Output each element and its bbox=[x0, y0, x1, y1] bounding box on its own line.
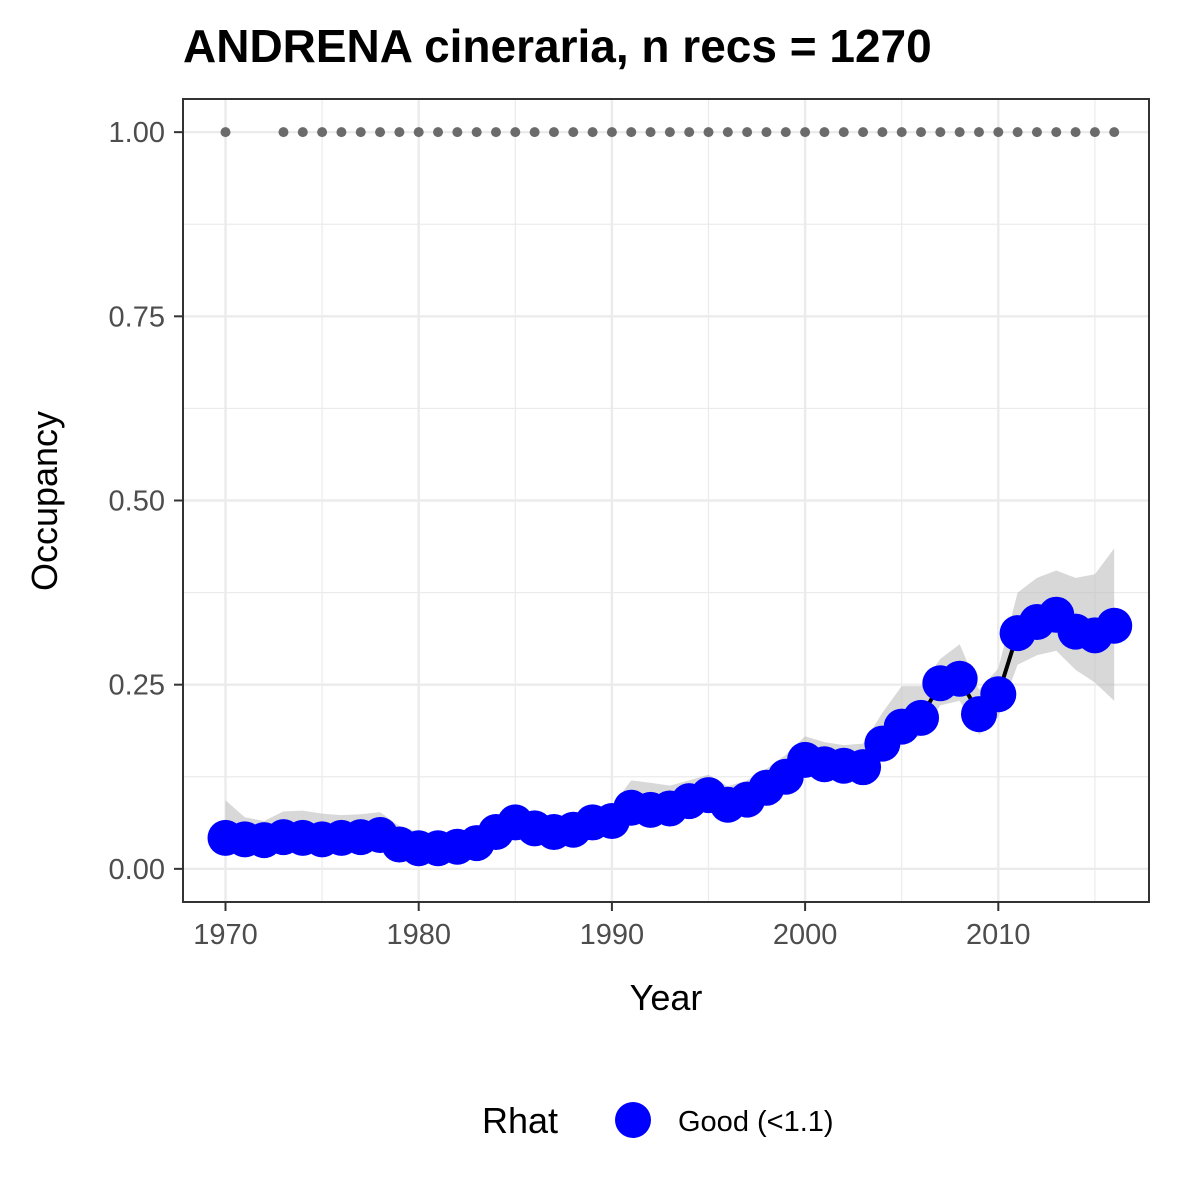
y-tick-label: 0.00 bbox=[109, 854, 165, 886]
record-year-dot bbox=[317, 127, 328, 138]
record-year-dot bbox=[780, 127, 791, 138]
occupancy-point bbox=[903, 699, 940, 736]
record-year-dot bbox=[297, 127, 308, 138]
legend-title: Rhat bbox=[482, 1100, 558, 1141]
x-tick-label: 1990 bbox=[580, 919, 645, 951]
record-year-dot bbox=[896, 127, 907, 138]
occupancy-points-layer bbox=[207, 596, 1133, 867]
y-axis-title: Occupancy bbox=[24, 411, 65, 591]
record-year-dot bbox=[684, 127, 695, 138]
record-year-dot bbox=[722, 127, 733, 138]
record-year-dot bbox=[490, 127, 501, 138]
record-year-dot bbox=[1070, 127, 1081, 138]
record-year-dot bbox=[1089, 127, 1100, 138]
record-year-dot bbox=[452, 127, 463, 138]
record-year-dot bbox=[645, 127, 656, 138]
record-year-dot bbox=[877, 127, 888, 138]
record-year-dot bbox=[394, 127, 405, 138]
x-tick-label: 2010 bbox=[966, 919, 1031, 951]
record-year-dot bbox=[278, 127, 289, 138]
y-tick-label: 1.00 bbox=[109, 117, 165, 149]
occupancy-point bbox=[941, 660, 978, 697]
x-tick-label: 1980 bbox=[386, 919, 451, 951]
y-tick-label: 0.25 bbox=[109, 670, 165, 702]
record-year-dot bbox=[993, 127, 1004, 138]
record-year-dot bbox=[1031, 127, 1042, 138]
record-year-dot bbox=[548, 127, 559, 138]
record-year-dot bbox=[1051, 127, 1062, 138]
record-year-dot bbox=[819, 127, 830, 138]
record-year-dot bbox=[800, 127, 811, 138]
x-tick-label: 1970 bbox=[193, 919, 258, 951]
record-year-dot bbox=[954, 127, 965, 138]
y-axis: 0.00 0.25 0.50 0.75 1.00 bbox=[109, 117, 183, 886]
record-year-dot bbox=[220, 127, 231, 138]
y-tick-label: 0.75 bbox=[109, 301, 165, 333]
x-axis-title: Year bbox=[630, 977, 703, 1018]
record-year-dot bbox=[858, 127, 869, 138]
legend-key-good bbox=[615, 1102, 651, 1138]
record-year-dot bbox=[664, 127, 675, 138]
record-year-dot bbox=[606, 127, 617, 138]
record-year-dot bbox=[375, 127, 386, 138]
record-year-dot bbox=[916, 127, 927, 138]
record-year-dot bbox=[973, 127, 984, 138]
x-axis: 1970 1980 1990 2000 2010 bbox=[193, 902, 1031, 951]
chart-title: ANDRENA cineraria, n recs = 1270 bbox=[183, 20, 932, 72]
record-year-dot bbox=[1109, 127, 1120, 138]
record-dots-layer bbox=[220, 127, 1120, 138]
record-year-dot bbox=[761, 127, 772, 138]
y-tick-label: 0.50 bbox=[109, 486, 165, 518]
record-year-dot bbox=[336, 127, 347, 138]
record-year-dot bbox=[433, 127, 444, 138]
legend: Rhat Good (<1.1) bbox=[482, 1100, 834, 1141]
record-year-dot bbox=[626, 127, 637, 138]
record-year-dot bbox=[742, 127, 753, 138]
record-year-dot bbox=[510, 127, 521, 138]
record-year-dot bbox=[413, 127, 424, 138]
record-year-dot bbox=[935, 127, 946, 138]
record-year-dot bbox=[1012, 127, 1023, 138]
record-year-dot bbox=[587, 127, 598, 138]
legend-label-good: Good (<1.1) bbox=[678, 1106, 834, 1138]
record-year-dot bbox=[838, 127, 849, 138]
occupancy-point bbox=[980, 676, 1017, 713]
x-tick-label: 2000 bbox=[773, 919, 838, 951]
record-year-dot bbox=[703, 127, 714, 138]
record-year-dot bbox=[471, 127, 482, 138]
occupancy-point bbox=[1096, 607, 1133, 644]
record-year-dot bbox=[568, 127, 579, 138]
record-year-dot bbox=[529, 127, 540, 138]
record-year-dot bbox=[355, 127, 366, 138]
